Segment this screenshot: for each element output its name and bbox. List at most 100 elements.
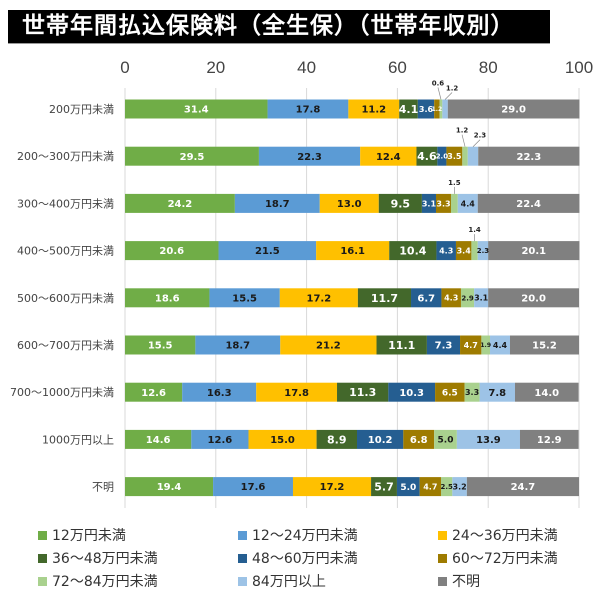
category-label: 200万円未満 bbox=[49, 103, 114, 116]
legend-swatch bbox=[38, 553, 47, 563]
data-label: 12.6 bbox=[208, 435, 233, 446]
bar-segment bbox=[218, 241, 317, 261]
bar-segment bbox=[514, 382, 579, 402]
data-label: 3.2 bbox=[453, 482, 467, 491]
callout-leader-line bbox=[461, 134, 466, 147]
data-label: 12.6 bbox=[141, 388, 166, 399]
data-label: 4.6 bbox=[417, 150, 437, 163]
bar-segment bbox=[488, 288, 579, 308]
data-label: 31.4 bbox=[184, 105, 209, 116]
data-label: 20.1 bbox=[521, 246, 546, 257]
data-label: 17.2 bbox=[320, 482, 345, 493]
bar-segment bbox=[452, 477, 467, 497]
bar-segment bbox=[462, 146, 468, 166]
bar-segment bbox=[474, 288, 489, 308]
data-label: 4.3 bbox=[444, 294, 458, 303]
data-label: 18.6 bbox=[155, 293, 180, 304]
data-label: 2.3 bbox=[474, 132, 487, 140]
bar-segment bbox=[125, 477, 214, 497]
legend-item: 60〜72万円未満 bbox=[438, 548, 558, 568]
data-label: 5.7 bbox=[374, 481, 394, 494]
x-tick-label: 20 bbox=[206, 58, 225, 77]
data-label: 10.4 bbox=[399, 245, 426, 258]
bar-segment bbox=[479, 382, 515, 402]
data-label: 3.3 bbox=[436, 199, 450, 208]
data-label: 1.5 bbox=[448, 179, 461, 187]
bar-segment bbox=[256, 382, 338, 402]
bar-segment bbox=[125, 146, 259, 166]
bar-segment bbox=[477, 193, 580, 213]
bar-segment bbox=[248, 429, 317, 449]
bar-segment bbox=[436, 241, 456, 261]
bar-segment bbox=[125, 193, 235, 213]
legend-swatch bbox=[238, 530, 247, 540]
legend-item: 48〜60万円未満 bbox=[238, 548, 358, 568]
bar-segment bbox=[357, 288, 412, 308]
data-label: 17.8 bbox=[296, 105, 321, 116]
data-label: 6.5 bbox=[442, 388, 458, 398]
data-label: 3.4 bbox=[457, 246, 472, 255]
legend-item: 24〜36万円未満 bbox=[438, 525, 558, 545]
data-label: 10.3 bbox=[399, 388, 424, 399]
bar-segment bbox=[337, 382, 389, 402]
data-label: 7.3 bbox=[435, 341, 453, 352]
data-label: 15.5 bbox=[148, 341, 173, 352]
data-label: 9.5 bbox=[391, 197, 411, 210]
bar-segment bbox=[389, 241, 437, 261]
bar-segment bbox=[258, 146, 361, 166]
data-label: 1.2 bbox=[446, 85, 459, 93]
bar-segment bbox=[213, 477, 293, 497]
bar-segment bbox=[426, 335, 461, 355]
bar-segment bbox=[316, 241, 390, 261]
data-label: 4.7 bbox=[464, 341, 478, 350]
data-label: 17.6 bbox=[241, 482, 266, 493]
data-label: 3.3 bbox=[465, 388, 479, 397]
bar-segment bbox=[348, 99, 400, 119]
bar-segment bbox=[125, 99, 268, 119]
data-label: 2.3 bbox=[477, 247, 490, 255]
data-label: 24.7 bbox=[511, 482, 536, 493]
bar-segment bbox=[292, 477, 372, 497]
data-label: 1.9 bbox=[480, 342, 491, 349]
data-label: 4.1 bbox=[399, 103, 419, 116]
bar-segment bbox=[456, 429, 520, 449]
x-tick-label: 80 bbox=[479, 58, 498, 77]
data-label: 16.1 bbox=[340, 246, 365, 257]
legend-swatch bbox=[438, 530, 447, 540]
bar-segment bbox=[455, 241, 472, 261]
legend-item: 36〜48万円未満 bbox=[38, 548, 158, 568]
data-label: 3.5 bbox=[447, 152, 462, 161]
data-label: 12.9 bbox=[537, 435, 562, 446]
data-label: 12.4 bbox=[376, 152, 401, 163]
bar-segment bbox=[191, 429, 249, 449]
data-label: 4.4 bbox=[461, 199, 476, 208]
data-label: 8.9 bbox=[327, 433, 347, 446]
data-label: 1.2 bbox=[432, 106, 443, 113]
bar-segment bbox=[447, 99, 580, 119]
x-tick-label: 40 bbox=[297, 58, 316, 77]
x-tick-label: 60 bbox=[388, 58, 407, 77]
bar-segment bbox=[403, 429, 435, 449]
data-label: 3.1 bbox=[422, 199, 437, 208]
bar-segment bbox=[125, 288, 210, 308]
data-label: 22.3 bbox=[297, 152, 322, 163]
legend-label: 12万円未満 bbox=[52, 528, 126, 544]
bar-segment bbox=[182, 382, 257, 402]
bar-segment bbox=[280, 335, 377, 355]
chart-title-banner: 世帯年間払込保険料（全生保）（世帯年収別） bbox=[8, 10, 550, 44]
data-label: 5.0 bbox=[400, 483, 416, 493]
bar-segment bbox=[378, 193, 422, 213]
bar-segment bbox=[439, 99, 443, 119]
legend-item: 84万円以上 bbox=[238, 571, 326, 591]
legend-label: 24〜36万円未満 bbox=[452, 528, 558, 544]
data-label: 20.0 bbox=[521, 293, 546, 304]
legend-swatch bbox=[38, 530, 47, 540]
data-label: 16.3 bbox=[207, 388, 232, 399]
data-label: 14.6 bbox=[146, 435, 171, 446]
data-label: 11.7 bbox=[371, 292, 398, 305]
data-label: 0.6 bbox=[432, 80, 445, 88]
legend-swatch bbox=[238, 576, 247, 586]
legend-item: 72〜84万円未満 bbox=[38, 571, 158, 591]
data-label: 11.2 bbox=[361, 105, 386, 116]
bar-segment bbox=[125, 241, 219, 261]
